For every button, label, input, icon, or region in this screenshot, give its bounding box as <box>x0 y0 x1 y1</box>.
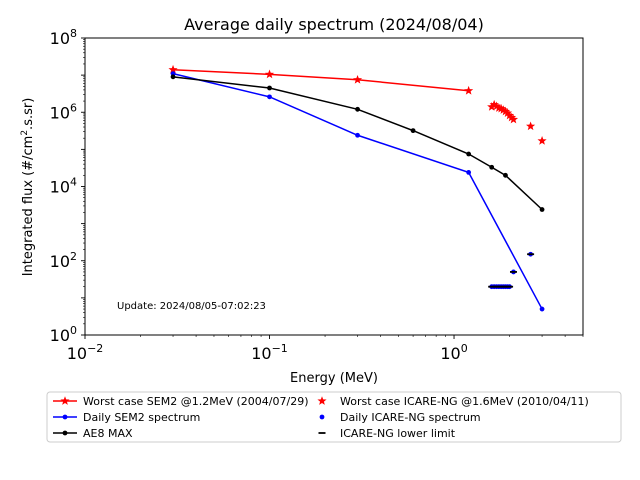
data-point <box>352 74 363 84</box>
data-point <box>526 121 536 131</box>
legend-entry: AE8 MAX <box>53 427 133 440</box>
legend-marker <box>319 414 325 420</box>
data-point <box>170 74 176 80</box>
plot-area <box>84 37 584 336</box>
series-2 <box>170 74 545 212</box>
legend-marker <box>60 396 70 405</box>
data-point <box>267 94 272 100</box>
x-axis-label: Energy (MeV) <box>290 371 378 386</box>
data-point <box>537 136 547 145</box>
y-axis-label-sup: 2 <box>20 130 30 136</box>
legend-label: ICARE-NG lower limit <box>340 427 456 440</box>
data-point <box>355 132 360 138</box>
chart-title: Average daily spectrum (2024/08/04) <box>184 15 484 34</box>
series-3 <box>487 99 547 145</box>
legend-label: Daily ICARE-NG spectrum <box>340 411 481 424</box>
data-point <box>489 99 499 109</box>
data-point <box>491 101 502 111</box>
legend-label: Worst case ICARE-NG @1.6MeV (2010/04/11) <box>340 395 589 408</box>
x-tick-label: 10−1 <box>251 342 288 363</box>
data-point <box>539 306 545 312</box>
y-tick-label: 104 <box>50 176 77 197</box>
x-axis: 10−2 10−1 100 <box>67 335 584 363</box>
legend-entry: Daily ICARE-NG spectrum <box>319 411 481 424</box>
data-point <box>264 69 275 79</box>
legend-entry: Worst case ICARE-NG @1.6MeV (2010/04/11) <box>317 395 589 408</box>
data-point <box>464 85 474 95</box>
legend <box>46 391 622 443</box>
data-point <box>505 110 515 120</box>
data-point <box>168 64 178 74</box>
y-axis-label-suffix: .s.sr) <box>21 98 36 130</box>
legend-label: AE8 MAX <box>83 427 133 440</box>
series-0 <box>168 64 474 95</box>
data-point <box>466 151 472 157</box>
y-tick-label: 106 <box>50 101 77 122</box>
data-point <box>539 207 545 212</box>
legend-entries: Worst case SEM2 @1.2MeV (2004/07/29) Wors… <box>53 395 589 440</box>
data-point <box>503 172 508 178</box>
data-point <box>498 105 508 114</box>
data-point <box>410 128 416 134</box>
legend-marker <box>317 396 327 405</box>
series-5 <box>488 253 535 288</box>
series-layer <box>168 64 547 312</box>
x-tick-label: 10−2 <box>67 342 104 363</box>
y-axis-label-prefix: Integrated flux (#/cm <box>21 136 36 277</box>
legend-label: Daily SEM2 spectrum <box>83 411 200 424</box>
data-point <box>267 85 272 91</box>
data-point <box>466 169 472 175</box>
y-tick-label: 108 <box>50 27 77 48</box>
data-point <box>506 112 517 122</box>
series-line <box>173 68 469 92</box>
y-tick-label: 102 <box>50 250 77 271</box>
data-point <box>500 106 511 116</box>
data-point <box>496 103 506 113</box>
y-axis-label: Integrated flux (#/cm2.s.sr) <box>20 98 36 277</box>
data-point <box>502 108 513 117</box>
y-axis: 100 102 104 106 108 <box>50 27 85 345</box>
legend-entry: ICARE-NG lower limit <box>318 427 456 440</box>
data-point <box>487 102 497 111</box>
legend-marker <box>62 430 68 436</box>
x-tick-label: 100 <box>440 342 467 363</box>
legend-marker <box>62 414 68 420</box>
legend-entry: Daily SEM2 spectrum <box>53 411 200 424</box>
y-tick-label: 100 <box>50 324 77 345</box>
update-annotation: Update: 2024/08/05-07:02:23 <box>117 301 266 312</box>
data-point <box>489 164 495 170</box>
legend-entry: Worst case SEM2 @1.2MeV (2004/07/29) <box>53 395 308 408</box>
legend-label: Worst case SEM2 @1.2MeV (2004/07/29) <box>83 395 308 408</box>
data-point <box>355 106 360 112</box>
data-point <box>508 114 519 124</box>
series-line <box>172 76 543 211</box>
